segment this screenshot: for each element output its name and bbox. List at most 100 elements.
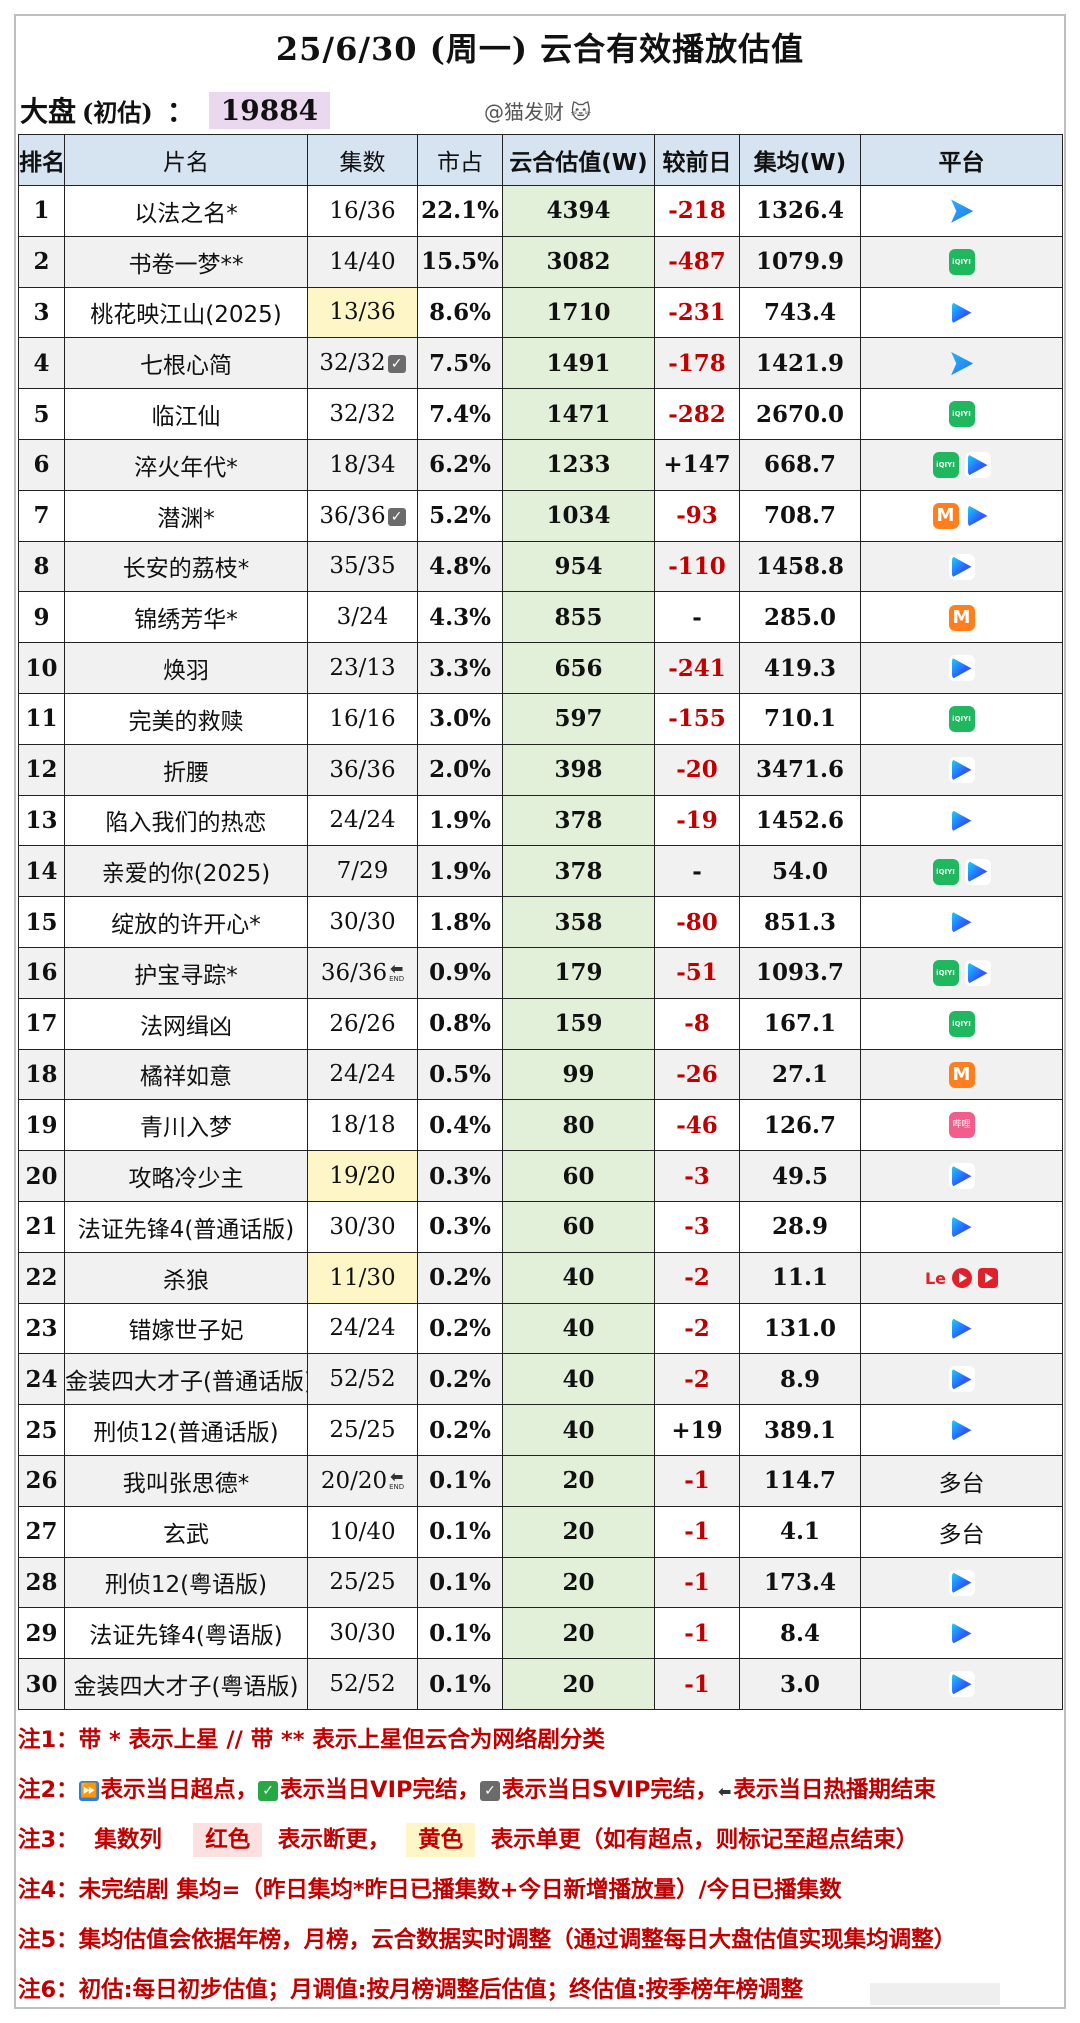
platform-cell [860,997,1063,1050]
estimate-cell: 1710 [502,286,655,339]
rank-cell: 30 [18,1658,65,1710]
table-row: 25 刑侦12(普通话版) 25/25 0.2% 40 +19 389.1 [18,1404,1063,1456]
share-cell: 0.1% [417,1505,503,1558]
estimate-cell: 80 [502,1099,655,1152]
note-text: 表示当日SVIP完结， [501,1777,718,1803]
episodes-value: 25/25 [329,1417,396,1444]
episodes-value: 36/36 [319,502,386,529]
note-4: 注4：未完结剧 集均=（昨日集均*昨日已播集数+今日新增播放量）/今日已播集数 [18,1865,1062,1915]
youku-icon [964,452,991,479]
youku-icon [948,299,975,326]
youku-icon [948,1366,975,1393]
avg-cell: 8.9 [739,1353,861,1406]
share-cell: 1.9% [417,845,503,898]
episodes-cell: 24/24 [307,794,418,847]
title-cell: 折腰 [64,743,308,796]
estimate-cell: 597 [502,692,655,745]
hot-period-end-icon: ⬅ END [389,1466,405,1491]
table-row: 21 法证先锋4(普通话版) 30/30 0.3% 60 -3 28.9 [18,1200,1063,1253]
estimate-cell: 4394 [502,185,655,237]
avg-cell: 710.1 [739,692,861,745]
col-platform: 平台 [860,134,1063,186]
table-row: 30 金装四大才子(粤语版) 52/52 0.1% 20 -1 3.0 [18,1658,1063,1710]
table-row: 8 长安的荔枝* 35/35 4.8% 954 -110 1458.8 [18,540,1063,593]
check-gray-icon: ✓ [479,1780,500,1801]
avg-cell: 1452.6 [739,794,861,847]
episodes-value: 16/36 [329,197,396,224]
youku-icon [964,960,991,987]
share-cell: 7.5% [417,337,503,390]
platform-cell [860,1099,1063,1152]
avg-cell: 167.1 [739,997,861,1050]
platform-cell [860,743,1063,796]
episodes-cell: 36/36 [307,743,418,796]
estimate-cell: 855 [502,591,655,644]
table-row: 14 亲爱的你(2025) 7/29 1.9% 378-54.0 [18,845,1063,898]
title-cell: 陷入我们的热恋 [64,794,308,847]
note-text: 表示断更， [277,1827,391,1853]
change-cell: -155 [654,692,740,745]
share-cell: 0.1% [417,1658,503,1710]
platform-cell [860,1048,1063,1101]
rank-cell: 9 [18,591,65,644]
table-row: 3 桃花映江山(2025) 13/36 8.6% 1710 -231 743.4 [18,286,1063,339]
share-cell: 0.8% [417,997,503,1050]
col-change: 较前日 [654,134,740,186]
change-cell: -80 [654,896,740,948]
platform-cell [860,845,1063,898]
rank-cell: 28 [18,1556,65,1609]
note-text: 表示当日热播期结束 [733,1777,936,1803]
share-cell: 0.2% [417,1302,503,1355]
note-3: 注3： 集数列 红色 表示断更， 黄色 表示单更（如有超点，则标记至超点结束） [18,1815,1062,1865]
rank-cell: 4 [18,337,65,390]
episodes-value: 32/32 [329,401,396,428]
episodes-value: 32/32 [319,350,386,377]
youku-icon [948,807,975,834]
change-cell: -2 [654,1251,740,1304]
rank-cell: 15 [18,896,65,948]
platform-cell [860,438,1063,491]
episodes-cell: 36/36 ⬅ END [307,946,418,999]
title-cell: 临江仙 [64,388,308,440]
ranking-table: 排名 片名 集数 市占 云合估值(W) 较前日 集均(W) 平台 1 以法之名* 1… [18,134,1063,1710]
avg-cell: 1093.7 [739,946,861,999]
share-cell: 1.9% [417,794,503,847]
youku-icon [948,756,975,783]
youku-icon [948,655,975,682]
rank-cell: 22 [18,1251,65,1304]
table-row: 29 法证先锋4(粤语版) 30/30 0.1% 20 -1 8.4 [18,1607,1063,1660]
estimate-cell: 378 [502,794,655,847]
share-cell: 0.2% [417,1353,503,1406]
episodes-value: 18/34 [329,451,396,478]
rank-cell: 19 [18,1099,65,1152]
rank-cell: 17 [18,997,65,1050]
episodes-value: 24/24 [329,1315,396,1342]
svip-complete-icon: ✓ [387,507,406,526]
rank-cell: 8 [18,540,65,593]
le-icon: Le [924,1268,947,1288]
table-row: 19 青川入梦 18/18 0.4% 80 -46 126.7 [18,1099,1063,1152]
table-row: 2 书卷一梦** 14/40 15.5% 3082 -487 1079.9 [18,235,1063,288]
estimate-cell: 1034 [502,489,655,542]
avg-cell: 27.1 [739,1048,861,1101]
title-cell: 书卷一梦** [64,235,308,288]
estimate-cell: 1471 [502,388,655,440]
fast-forward-icon: ⏩ [78,1780,99,1801]
platform-text: 多台 [938,1521,985,1548]
episodes-value: 24/24 [329,807,396,834]
estimate-cell: 656 [502,642,655,694]
note-5: 注5：集均估值会依据年榜，月榜，云合数据实时调整（通过调整每日大盘估值实现集均调… [18,1915,1062,1965]
change-cell: -487 [654,235,740,288]
platform-cell: Le [860,1251,1063,1304]
change-cell: -19 [654,794,740,847]
title-cell: 亲爱的你(2025) [64,845,308,898]
share-cell: 0.9% [417,946,503,999]
share-cell: 0.3% [417,1150,503,1202]
estimate-cell: 3082 [502,235,655,288]
share-cell: 0.3% [417,1200,503,1253]
rank-cell: 24 [18,1353,65,1406]
estimate-cell: 159 [502,997,655,1050]
overall-value: 19884 [208,91,331,129]
table-row: 18 橘祥如意 24/24 0.5% 99 -26 27.1 [18,1048,1063,1101]
episodes-value: 14/40 [329,248,396,275]
